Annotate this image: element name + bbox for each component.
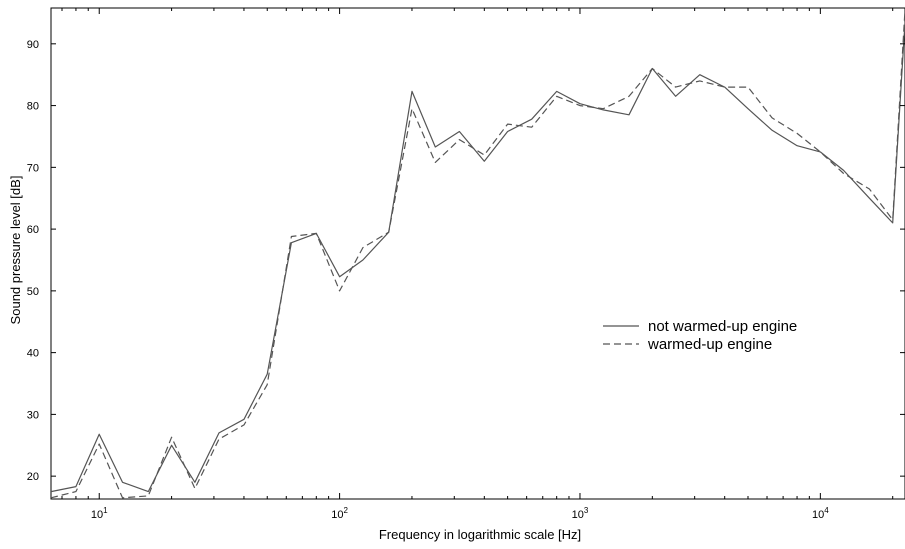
legend: not warmed-up engine warmed-up engine bbox=[603, 318, 797, 353]
series-layer bbox=[50, 9, 905, 499]
legend-label-not-warmed: not warmed-up engine bbox=[648, 318, 797, 335]
y-tick-label: 80 bbox=[27, 101, 39, 113]
x-tick-label: 103 bbox=[572, 506, 589, 521]
y-tick-label: 20 bbox=[27, 471, 39, 483]
plot-area: 101 102 103 104 20 30 40 50 60 70 80 90 bbox=[27, 7, 905, 521]
x-axis: 101 102 103 104 bbox=[61, 8, 894, 521]
y-axis-title: Sound pressure level [dB] bbox=[8, 176, 23, 325]
y-tick-label: 70 bbox=[27, 162, 39, 174]
series-line-1 bbox=[50, 9, 905, 499]
x-tick-label: 102 bbox=[331, 506, 348, 521]
y-tick-label: 90 bbox=[27, 39, 39, 51]
x-tick-label: 104 bbox=[812, 506, 829, 521]
y-tick-label: 50 bbox=[27, 286, 39, 298]
plot-frame bbox=[50, 7, 905, 500]
y-tick-label: 40 bbox=[27, 348, 39, 360]
y-axis: 20 30 40 50 60 70 80 90 bbox=[27, 39, 905, 483]
x-tick-label: 101 bbox=[91, 506, 108, 521]
y-tick-label: 60 bbox=[27, 224, 39, 236]
legend-label-warmed: warmed-up engine bbox=[647, 336, 772, 353]
series-line-0 bbox=[50, 22, 905, 493]
y-tick-label: 30 bbox=[27, 409, 39, 421]
x-axis-title: Frequency in logarithmic scale [Hz] bbox=[379, 527, 581, 542]
